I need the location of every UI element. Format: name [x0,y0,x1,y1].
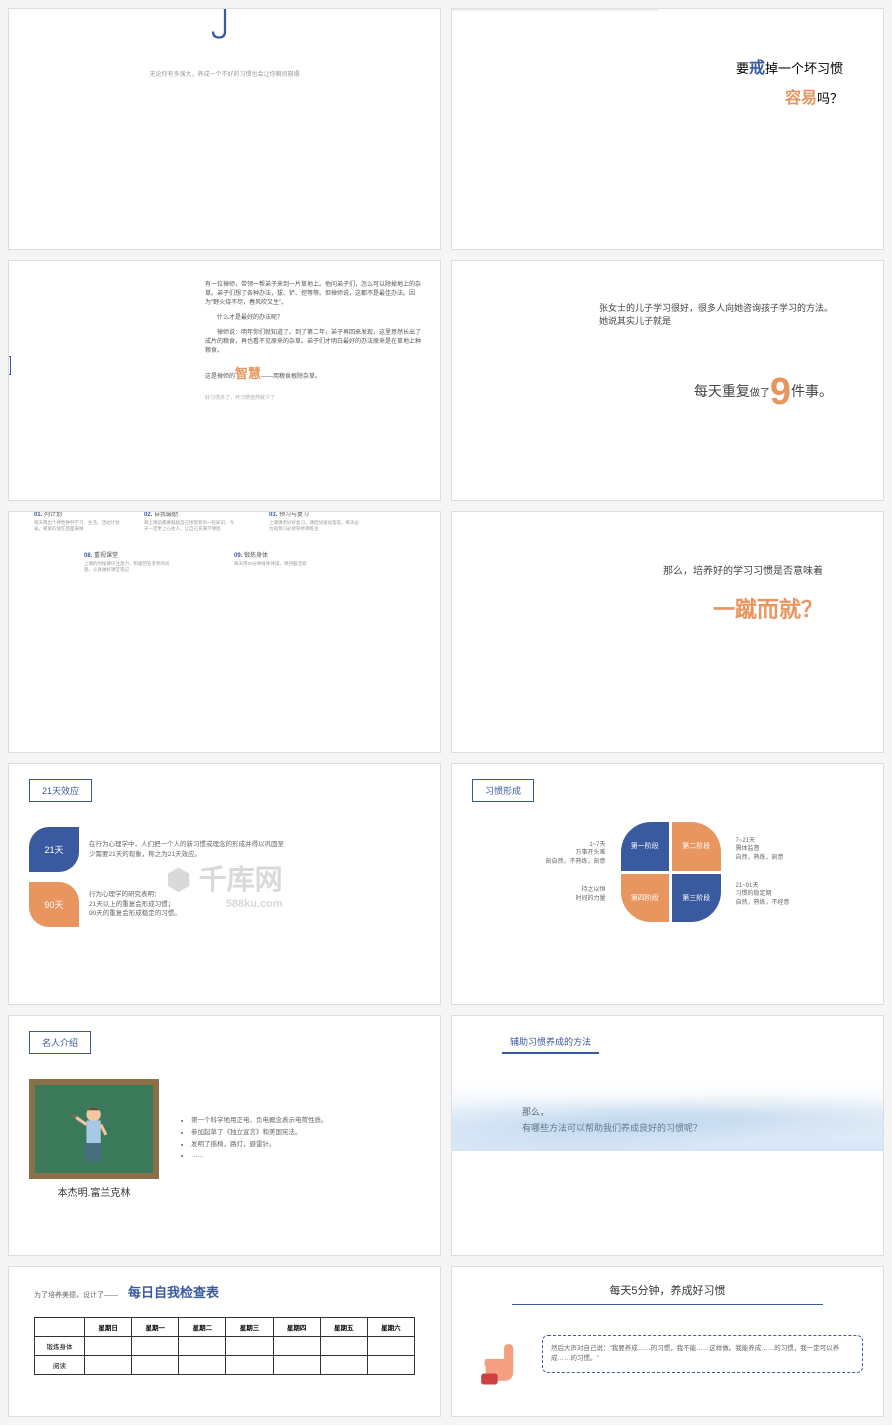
table-header-row: 星期日 星期一 星期二 星期三 星期四 星期五 星期六 [35,1318,415,1337]
slide-9-franklin: 名人介绍 本 [8,1015,441,1257]
21day-tag: 21天效应 [29,779,92,802]
habit-tag: 习惯形成 [472,779,534,802]
slide-grid: 无论你有多强大，养成一个不好的习惯也会让你瞬间崩塌 要戒掉一个坏习惯 容易吗？ … [8,8,884,1417]
franklin-bullets: 第一个科学地用正电、负电概念表示电荷性质。 参加起草了《独立宣言》和美国宪法。 … [179,1115,328,1162]
slide-6-onestep: 那么，培养好的学习习惯是否意味着 一蹴而就？ [451,511,884,753]
slide-7-21days: ⬢ 千库网588ku.com 21天效应 21天 在行为心理学中，人们把一个人的… [8,763,441,1005]
daily-check-table: 星期日 星期一 星期二 星期三 星期四 星期五 星期六 锻炼身体 阅读 [34,1317,415,1375]
slide-4-intro: 张女士的儿子学习很好，很多人向她咨询孩子学习的方法。 她说其实儿子就是 [599,301,833,327]
table-row: 锻炼身体 [35,1337,415,1356]
slide-12-5minutes: 每天5分钟，养成好习惯 然后大声对自己说："我要养成……的习惯，我不能……这样做… [451,1266,884,1417]
leaf-90: 90天 [29,882,79,927]
slide-6-text: 那么，培养好的学习习惯是否意味着 一蹴而就？ [663,562,823,624]
timeline-item-9: 09. 锻炼身体每天用20分钟身体体操，保持脑活跃 [234,550,307,567]
teacher-illustration: 本杰明.富兰克林 [29,1079,159,1199]
slide-1-caption: 无论你有多强大，养成一个不好的习惯也会让你瞬间崩塌 [149,69,299,78]
slide-3-content: 有一位禅师，带领一帮弟子来到一片草地上。他问弟子们，怎么可以除掉地上的杂草。弟子… [190,261,440,423]
table-intro: 为了培养美德，设计了——每日自我检查表 [34,1282,415,1302]
slide-5-timeline: 01. 列计划每天两出个神性钟列学习、生活、活动计划表。要紧的放在后面来做 02… [8,511,441,753]
right-descriptions: 7~21天 需体监督 自然，熟练，刻意 21~91天 习惯的稳定期 自然，熟练，… [736,837,790,907]
slide-11-check-table: 为了培养美德，设计了——每日自我检查表 星期日 星期一 星期二 星期三 星期四 … [8,1266,441,1417]
timeline-item-3: 03. 预习与复习上课课老好好复习。课后快速动笔笔。每天必为再预习必修杂修课练主 [269,511,359,532]
slide-12-title: 每天5分钟，养成好习惯 [512,1282,823,1305]
book-image [452,9,659,11]
slide-2-question: 要戒掉一个坏习惯 容易吗？ 怎么养成好习惯戒掉坏习惯 [451,8,884,250]
umbrella-icon [175,8,275,39]
slide-2-text: 要戒掉一个坏习惯 容易吗？ [736,54,843,108]
slide-4-main: 每天重复做了9件事。 [694,371,833,414]
slide-1-umbrella: 无论你有多强大，养成一个不好的习惯也会让你瞬间崩塌 [8,8,441,250]
cloud-background [452,1083,883,1151]
pointing-hand-icon [472,1335,527,1390]
leaf-21: 21天 [29,827,79,872]
left-descriptions: 1~7天 万事开头难 刻自然，不熟练，刻意 持之以恒 时间的力量 [545,841,605,903]
methods-tag: 辅助习惯养成的方法 [502,1031,599,1054]
slide-8-habit-formation: 习惯形成 1~7天 万事开头难 刻自然，不熟练，刻意 持之以恒 时间的力量 第一… [451,763,884,1005]
timeline-item-2: 02. 自我鼓励每上课前都要鼓励自己接受新的一轮知识。今天一定更上心往人，让自己… [144,511,234,532]
table-row: 阅读 [35,1356,415,1375]
stage-petals: 第一阶段 第二阶段 第四阶段 第三阶段 [621,822,721,922]
slide-4-nine-things: 张女士的儿子学习很好，很多人向她咨询孩子学习的方法。 她说其实儿子就是 每天重复… [451,260,884,502]
slide-10-methods: 辅助习惯养成的方法 那么， 有哪些方法可以帮助我们养成良好的习惯呢？ [451,1015,884,1257]
zen-tag: 禅师的故事 [8,356,11,375]
timeline-item-8: 08. 重视课堂上课的时候要仔注意力，积极回答老师的问题，认真做好课堂笔记 [84,550,174,573]
person-tag: 名人介绍 [29,1031,91,1054]
speech-bubble: 然后大声对自己说："我要养成……的习惯，我不能……这样做。我能养成……的习惯，我… [542,1335,863,1373]
slide-3-zen-story: 禅师的故事 有一位禅师，带领一帮弟子来到一片草地上。他问弟子们，怎么可以除掉地上… [8,260,441,502]
timeline-item-1: 01. 列计划每天两出个神性钟列学习、生活、活动计划表。要紧的放在后面来做 [34,511,124,532]
